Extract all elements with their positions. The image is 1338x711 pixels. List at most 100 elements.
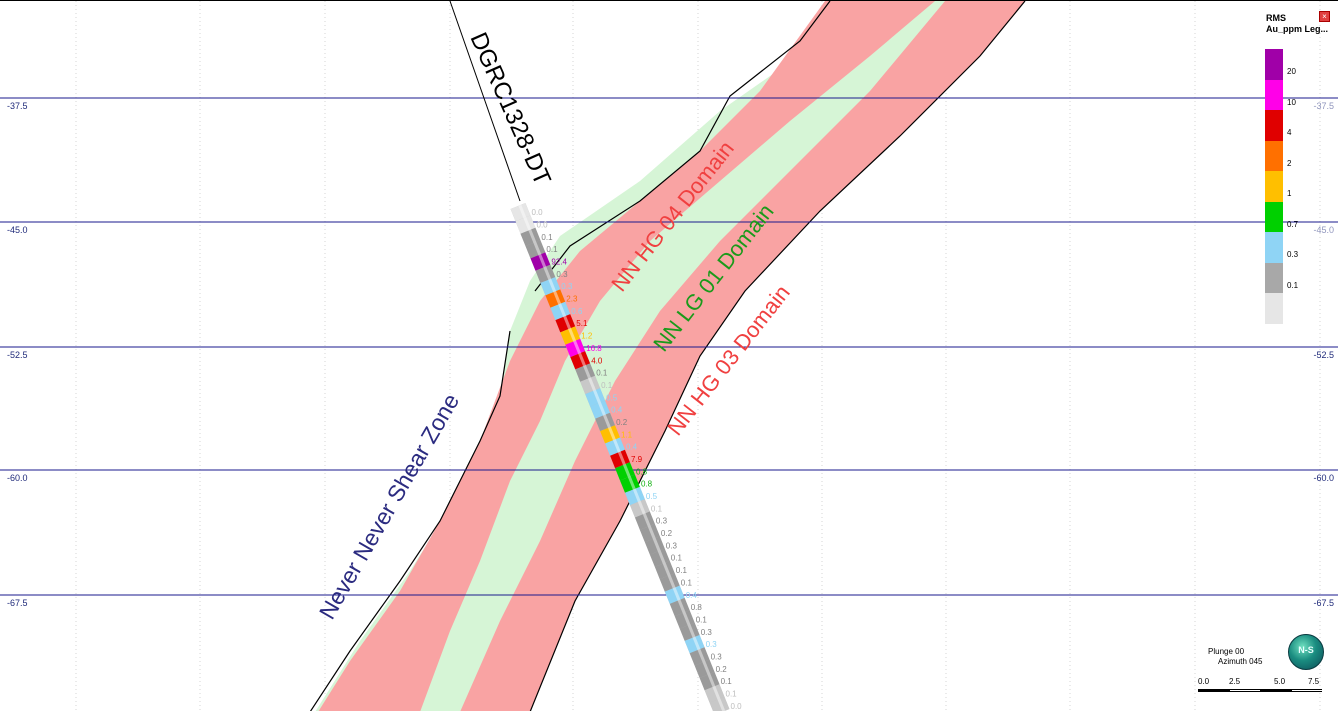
assay-value-label: 0.1 — [546, 245, 558, 254]
assay-value-label: 0.1 — [726, 690, 738, 699]
assay-value-label: 0.4 — [626, 443, 638, 452]
legend-threshold-label: 20 — [1287, 67, 1296, 76]
assay-interval — [530, 252, 551, 271]
assay-value-label: 0.0 — [537, 221, 549, 230]
assay-interval — [580, 375, 601, 395]
assay-value-label: 0.1 — [601, 381, 613, 390]
legend-swatch — [1265, 201, 1283, 232]
assay-interval — [649, 548, 670, 567]
assay-value-label: 0.8 — [636, 467, 648, 476]
drillhole-assay-segments — [510, 203, 730, 711]
legend-swatch — [1265, 232, 1283, 263]
assay-interval — [635, 511, 655, 530]
assay-value-label: 0.1 — [596, 369, 608, 378]
assay-interval — [639, 523, 660, 543]
legend-swatch — [1265, 171, 1283, 202]
assay-value-label: 0.3 — [711, 653, 723, 662]
assay-interval — [674, 610, 695, 629]
azimuth-readout: Azimuth 045 — [1218, 657, 1263, 666]
legend-threshold-label: 1 — [1287, 189, 1292, 198]
elev-label-left: -52.5 — [7, 350, 28, 360]
assay-interval — [664, 585, 685, 604]
scale-tick-label: 5.0 — [1274, 677, 1286, 686]
assay-interval — [625, 486, 645, 506]
assay-value-label: 0.2 — [616, 418, 628, 427]
drillhole-assay-labels: 0.0 0.0 0.1 0.1 92.4 0.3 0.3 2.3 0.6 5.1 1.2 16.8 4.… — [532, 208, 743, 711]
elev-label-right: -37.5 — [1313, 101, 1334, 111]
elev-label-left: -37.5 — [7, 101, 28, 111]
assay-value-label: 0.2 — [661, 529, 673, 538]
elev-label-right: -52.5 — [1313, 350, 1334, 360]
assay-value-label: 0.0 — [731, 702, 743, 711]
assay-interval — [590, 400, 610, 419]
legend-swatch — [1265, 262, 1283, 293]
assay-value-label: 0.2 — [716, 665, 728, 674]
assay-interval — [605, 437, 625, 456]
elev-label-left: -45.0 — [7, 225, 28, 235]
assay-value-label: 0.1 — [696, 615, 708, 624]
scale-tick-label: 7.5 — [1308, 677, 1320, 686]
assay-interval — [699, 672, 720, 691]
legend-threshold-label: 0.7 — [1287, 219, 1299, 229]
assay-interval — [525, 240, 546, 259]
assay-value-label: 0.1 — [541, 233, 553, 242]
legend-close-icon[interactable]: × — [1319, 11, 1330, 22]
assay-interval — [679, 622, 700, 641]
view-orientation-widget: Plunge 00 Azimuth 045 N-S 0.0 2.5 5.0 7.… — [1194, 631, 1336, 711]
assay-interval — [570, 351, 591, 370]
hanging-wall-outline — [309, 330, 511, 711]
assay-value-label: 0.1 — [681, 578, 693, 587]
legend-swatch — [1265, 140, 1283, 171]
legend-subtitle: Au_ppm Leg... — [1266, 24, 1329, 34]
assay-interval — [585, 388, 605, 407]
assay-value-label: 7.9 — [631, 455, 643, 464]
legend-swatch — [1265, 79, 1283, 110]
legend-threshold-label: 0.1 — [1287, 280, 1299, 290]
assay-value-label: 0.3 — [561, 282, 573, 291]
elev-label-left: -60.0 — [7, 473, 28, 483]
drillhole-trace — [449, 1, 521, 202]
assay-value-label: 0.3 — [701, 628, 713, 637]
scale-bar-segment — [1198, 689, 1230, 692]
legend-threshold-label: 10 — [1287, 97, 1296, 107]
assay-interval — [510, 203, 531, 222]
scale-bar-segment — [1260, 689, 1292, 692]
drillhole-highlight — [518, 204, 726, 711]
assay-interval — [630, 499, 650, 518]
assay-interval — [600, 425, 620, 444]
assay-value-label: 0.3 — [656, 517, 668, 526]
legend-title: RMS — [1266, 13, 1286, 23]
drillhole-name-label: DGRC1328-DT — [465, 28, 557, 189]
globe-compass-label: N-S — [1298, 645, 1314, 655]
grade-legend[interactable]: RMS × Au_ppm Leg... 20 10 4 2 1 0.7 0.3 0.1 — [1262, 7, 1336, 327]
hw-outline-upper — [534, 1, 831, 292]
assay-interval — [535, 264, 556, 283]
assay-value-label: 0.6 — [571, 307, 583, 316]
assay-value-label: 1.1 — [621, 430, 633, 439]
legend-threshold-label: 0.3 — [1287, 250, 1299, 259]
legend-swatch — [1265, 49, 1283, 80]
assay-value-label: 92.4 — [551, 258, 567, 267]
assay-interval — [560, 326, 581, 345]
assay-interval — [654, 560, 675, 580]
assay-interval — [709, 696, 730, 711]
assay-value-label: 0.1 — [721, 677, 733, 686]
scale-bar-segment — [1230, 689, 1260, 692]
assay-value-label: 0.1 — [651, 504, 663, 513]
assay-interval — [515, 215, 536, 234]
assay-interval — [669, 597, 690, 617]
elev-label-right: -60.0 — [1313, 473, 1334, 483]
elev-label-right: -45.0 — [1313, 225, 1334, 235]
legend-swatch — [1265, 110, 1283, 141]
assay-interval — [644, 536, 665, 555]
assay-value-label: 0.4 — [686, 591, 698, 600]
assay-interval — [704, 684, 725, 703]
assay-value-label: 2.3 — [566, 295, 578, 304]
hg04-domain-shape — [318, 1, 935, 711]
assay-interval — [684, 635, 705, 654]
assay-value-label: 0.5 — [646, 492, 658, 501]
assay-value-label: 0.4 — [611, 406, 623, 415]
globe-compass-icon[interactable]: N-S — [1288, 634, 1324, 670]
